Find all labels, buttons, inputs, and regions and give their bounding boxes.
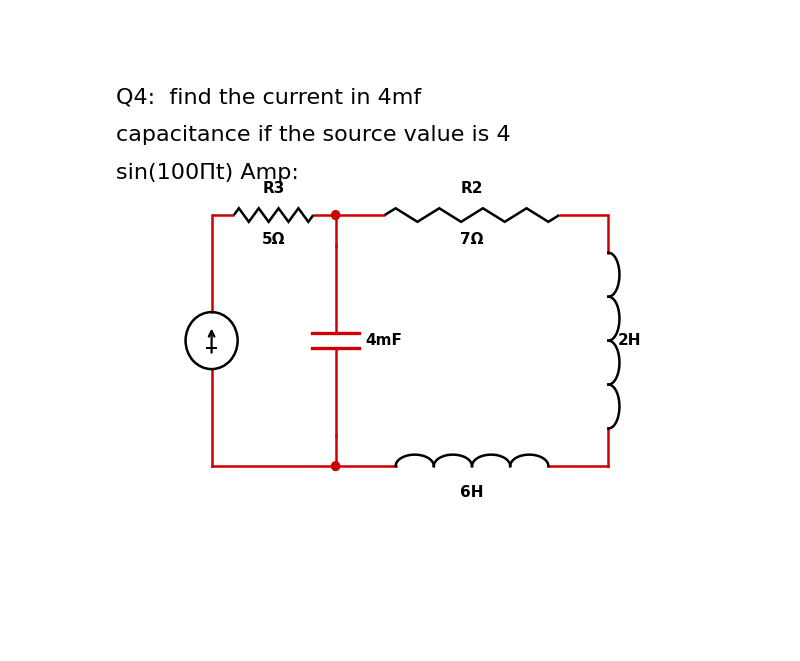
Text: capacitance if the source value is 4: capacitance if the source value is 4: [115, 126, 510, 145]
Text: 6H: 6H: [460, 485, 484, 500]
Text: 5Ω: 5Ω: [262, 232, 286, 247]
Circle shape: [331, 462, 340, 471]
Text: sin(100Πt) Amp:: sin(100Πt) Amp:: [115, 163, 298, 184]
Text: 7Ω: 7Ω: [460, 232, 484, 247]
Text: 4mF: 4mF: [366, 333, 402, 348]
Text: 2H: 2H: [618, 333, 641, 348]
Text: R2: R2: [461, 181, 483, 196]
Text: R3: R3: [262, 181, 285, 196]
Text: Q4:  find the current in 4mf: Q4: find the current in 4mf: [115, 87, 421, 108]
Circle shape: [331, 211, 340, 219]
